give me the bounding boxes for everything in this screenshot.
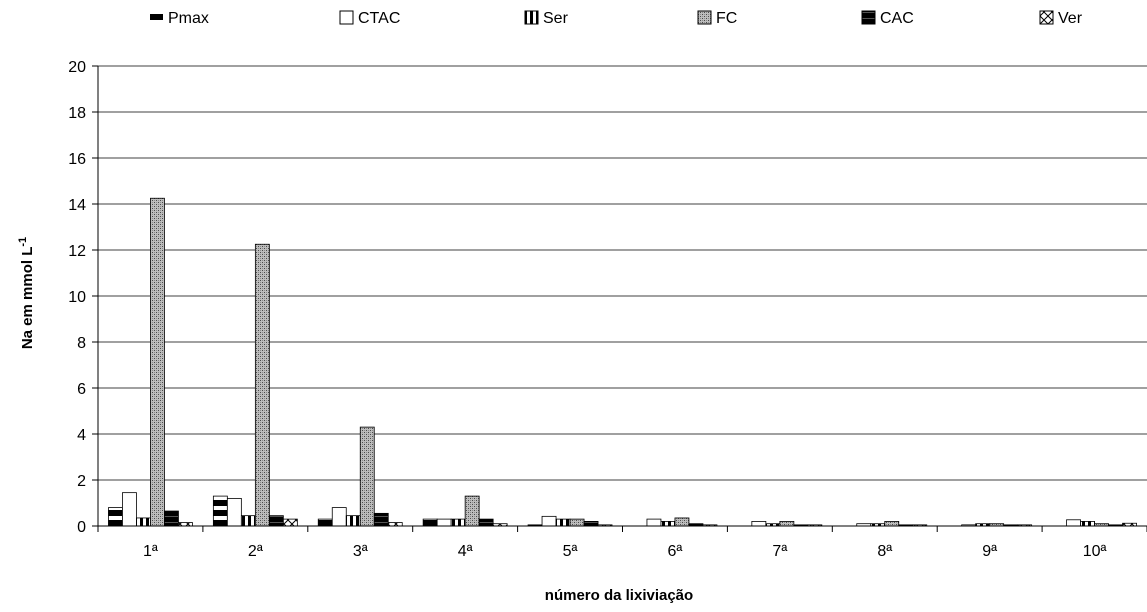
bar-ctac — [541, 515, 557, 527]
legend-label: CTAC — [358, 10, 400, 27]
x-tick-label: 2ª — [248, 543, 263, 560]
y-axis-ticks: 0 2 4 6 8 10 12 14 16 18 20 — [68, 59, 98, 536]
axes — [97, 66, 1147, 527]
bar-cac — [164, 510, 179, 527]
bar-ser — [660, 521, 676, 527]
y-tick-label: 0 — [77, 519, 86, 536]
bar-fc — [674, 517, 690, 527]
bar-fc — [569, 518, 585, 527]
bars — [108, 197, 1137, 527]
bar-ctac — [646, 518, 662, 527]
y-axis-title-main: Na em mmol L — [19, 247, 36, 350]
bar-pmax — [212, 495, 228, 527]
x-tick-label: 4ª — [458, 543, 473, 560]
bar-ctac — [1066, 519, 1081, 527]
x-tick-label: 5ª — [563, 543, 578, 560]
bar-fc — [884, 521, 900, 527]
bar-ser — [345, 515, 361, 527]
bar-ver — [387, 522, 403, 527]
bar-fc — [464, 495, 480, 527]
x-tick-label: 1ª — [143, 543, 158, 560]
legend-swatch — [861, 10, 876, 25]
bar-ser — [1080, 521, 1095, 527]
bar-fc — [779, 521, 795, 527]
x-tick-label: 3ª — [353, 543, 368, 560]
bar-ser — [555, 518, 571, 527]
x-axis-title: número da lixiviação — [545, 587, 693, 604]
bar-fc — [254, 243, 270, 527]
legend-label: Ser — [543, 10, 569, 27]
bar-ver — [282, 518, 298, 527]
x-tick-label: 7ª — [772, 543, 787, 560]
x-tick-label: 8ª — [877, 543, 892, 560]
legend-label: FC — [716, 10, 737, 27]
legend-label: Ver — [1058, 10, 1083, 27]
legend-label: CAC — [880, 10, 914, 27]
x-axis-ticks: 1ª 2ª 3ª 4ª 5ª 6ª 7ª 8ª 9ª 10ª — [97, 526, 1147, 560]
legend-swatch — [524, 10, 539, 25]
legend-label: Pmax — [168, 10, 209, 27]
bar-ser — [136, 517, 151, 527]
bar-ctac — [226, 497, 242, 527]
legend-swatch — [697, 10, 712, 25]
bar-fc — [359, 426, 375, 527]
legend: Pmax CTAC Ser FC CAC Ver — [150, 10, 1083, 27]
legend-swatch — [1039, 10, 1054, 25]
bar-fc — [150, 197, 165, 527]
bar-ver — [178, 522, 193, 527]
y-tick-label: 18 — [68, 105, 86, 122]
y-tick-label: 20 — [68, 59, 86, 76]
bar-ctac — [331, 507, 347, 527]
legend-item-fc: FC — [697, 10, 737, 27]
bar-pmax — [317, 518, 333, 527]
legend-swatch — [150, 14, 163, 20]
y-tick-label: 8 — [77, 335, 86, 352]
y-axis-title: Na em mmol L-1 — [17, 237, 36, 349]
legend-swatch — [339, 10, 354, 25]
bar-cac — [268, 515, 284, 527]
y-tick-label: 12 — [68, 243, 86, 260]
bar-ser — [240, 515, 256, 527]
legend-item-ser: Ser — [524, 10, 569, 27]
bar-pmax — [108, 507, 123, 527]
y-tick-label: 16 — [68, 151, 86, 168]
bar-ctac — [751, 521, 767, 527]
x-tick-label: 6ª — [668, 543, 683, 560]
bar-ctac — [122, 492, 137, 527]
gridlines — [98, 65, 1147, 481]
bar-cac — [583, 521, 599, 527]
y-axis-title-superscript: -1 — [17, 237, 29, 247]
legend-item-cac: CAC — [861, 10, 914, 27]
bar-cac — [478, 518, 494, 527]
y-tick-label: 6 — [77, 381, 86, 398]
legend-item-ctac: CTAC — [339, 10, 400, 27]
bar-ctac — [436, 518, 452, 527]
y-tick-label: 2 — [77, 473, 86, 490]
bar-ser — [450, 518, 466, 527]
legend-item-ver: Ver — [1039, 10, 1083, 27]
y-tick-label: 10 — [68, 289, 86, 306]
y-tick-label: 4 — [77, 427, 86, 444]
y-tick-label: 14 — [68, 197, 86, 214]
bar-pmax — [422, 518, 438, 527]
x-tick-label: 10ª — [1083, 543, 1107, 560]
legend-item-pmax: Pmax — [150, 10, 209, 27]
x-tick-label: 9ª — [982, 543, 997, 560]
bar-cac — [373, 512, 389, 527]
